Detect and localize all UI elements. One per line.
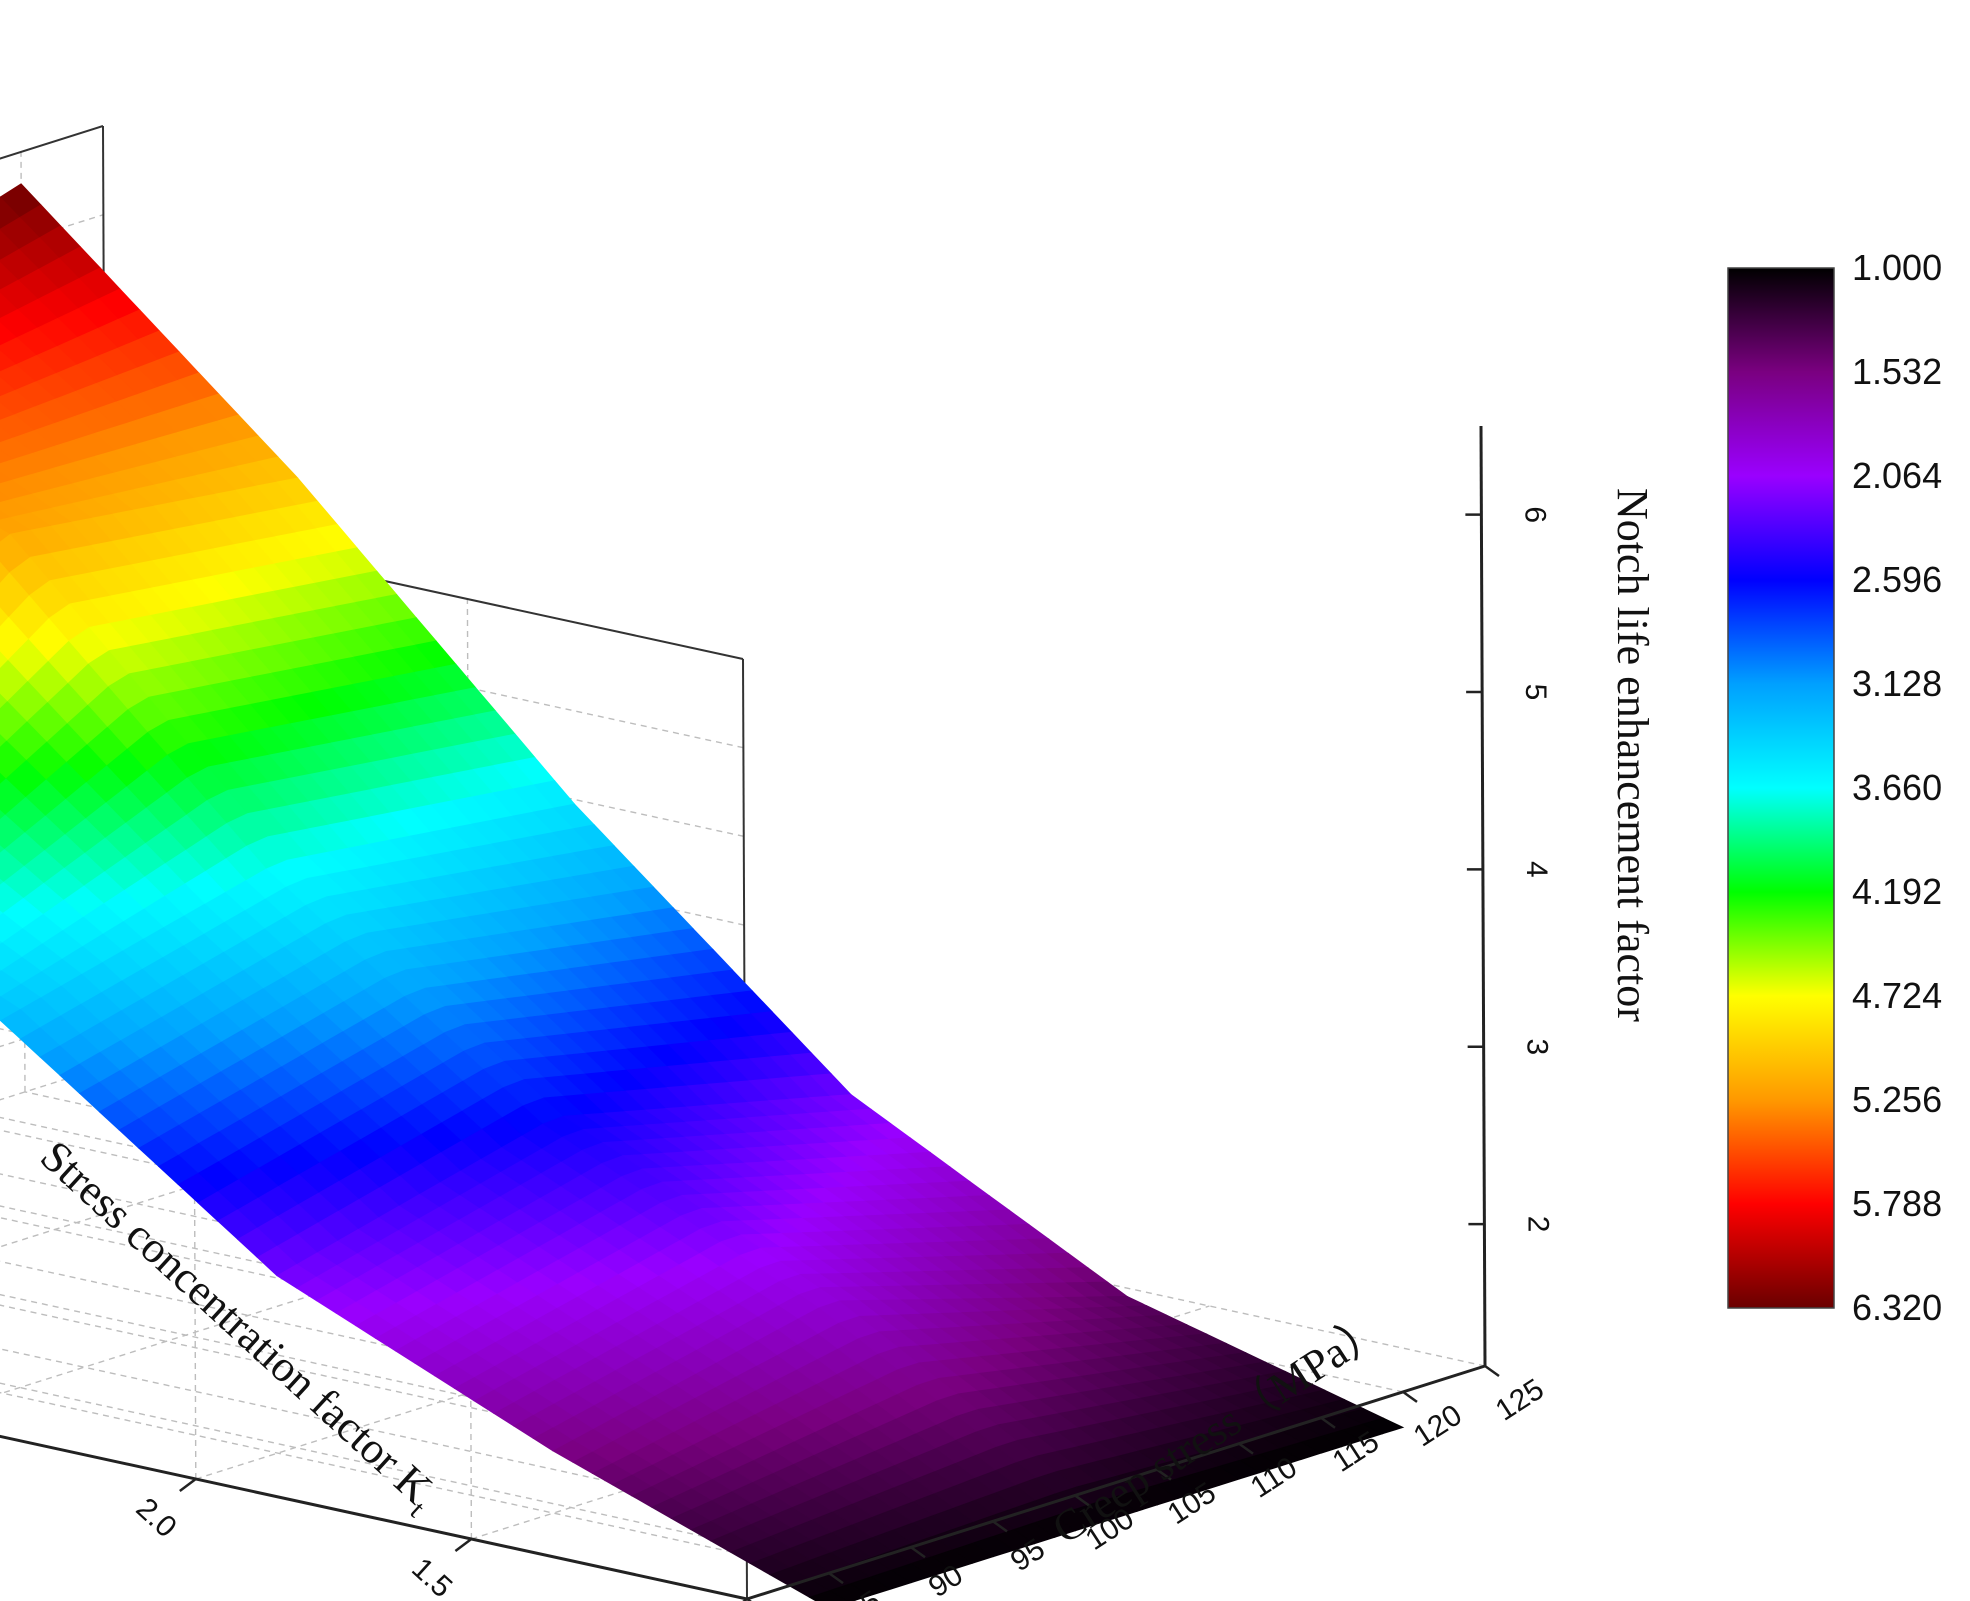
colorbar-label: 3.660 — [1852, 767, 1942, 808]
surface-patch — [0, 771, 8, 785]
x-axis-tick — [1074, 1494, 1090, 1507]
surface-layer — [0, 183, 1405, 1601]
x-axis-line — [746, 1364, 1486, 1601]
z-tick-label: 6 — [1518, 506, 1551, 523]
y-tick-label: 1.5 — [405, 1552, 458, 1601]
x-tick-label: 120 — [1408, 1398, 1468, 1453]
floor-grid-line — [0, 1125, 383, 1248]
colorbar-label: 1.000 — [1852, 247, 1942, 288]
colorbar-label: 5.256 — [1852, 1079, 1942, 1120]
y-axis-tick — [179, 1478, 197, 1492]
colorbar-label: 2.596 — [1852, 559, 1942, 600]
wall-grid-line — [0, 1382, 747, 1547]
z-tick-label: 5 — [1519, 684, 1552, 701]
z-axis-line — [1479, 425, 1487, 1367]
colorbar-rect — [1727, 267, 1835, 1309]
z-tick-label: 2 — [1521, 1216, 1554, 1233]
x-axis-tick — [1402, 1390, 1418, 1403]
x-axis-tick — [1320, 1416, 1336, 1429]
colorbar-label: 6.320 — [1852, 1287, 1942, 1328]
x-axis-tick — [1484, 1364, 1500, 1378]
colorbar-label: 4.192 — [1852, 871, 1942, 912]
colorbar-label: 3.128 — [1852, 663, 1942, 704]
z-axis-title: Notch life enhancement factor — [1608, 488, 1657, 1022]
z-tick-label: 3 — [1521, 1038, 1554, 1055]
surface-patch — [0, 844, 6, 854]
z-tick-label: 4 — [1520, 861, 1553, 878]
y-axis-line — [0, 1434, 748, 1601]
y-axis-tick — [454, 1538, 473, 1552]
x-axis-tick — [1156, 1468, 1172, 1481]
colorbar: 1.000 1.532 2.064 2.596 3.128 3.660 4.192 4.724… — [1727, 247, 1942, 1328]
colorbar-label: 1.532 — [1852, 351, 1942, 392]
floor-grid-line — [0, 1391, 830, 1574]
colorbar-label: 2.064 — [1852, 455, 1942, 496]
x-axis-tick — [992, 1520, 1008, 1533]
colorbar-label: 5.788 — [1852, 1183, 1942, 1224]
x-axis-tick — [828, 1572, 844, 1585]
surface-patch — [0, 877, 5, 886]
surface-patch — [0, 909, 5, 917]
colorbar-label: 4.724 — [1852, 975, 1942, 1016]
x-tick-label: 125 — [1490, 1373, 1550, 1428]
x-axis-tick — [1238, 1442, 1254, 1455]
floor-grid-line — [0, 1185, 659, 1395]
x-axis-tick — [910, 1546, 926, 1559]
colorbar-ticks: 1.000 1.532 2.064 2.596 3.128 3.660 4.192 4.724… — [1852, 247, 1942, 1328]
surface-patch — [1361, 1417, 1405, 1435]
surface-patch — [0, 808, 7, 821]
surface-patch — [0, 939, 4, 945]
y-tick-label: 2.0 — [130, 1492, 183, 1545]
